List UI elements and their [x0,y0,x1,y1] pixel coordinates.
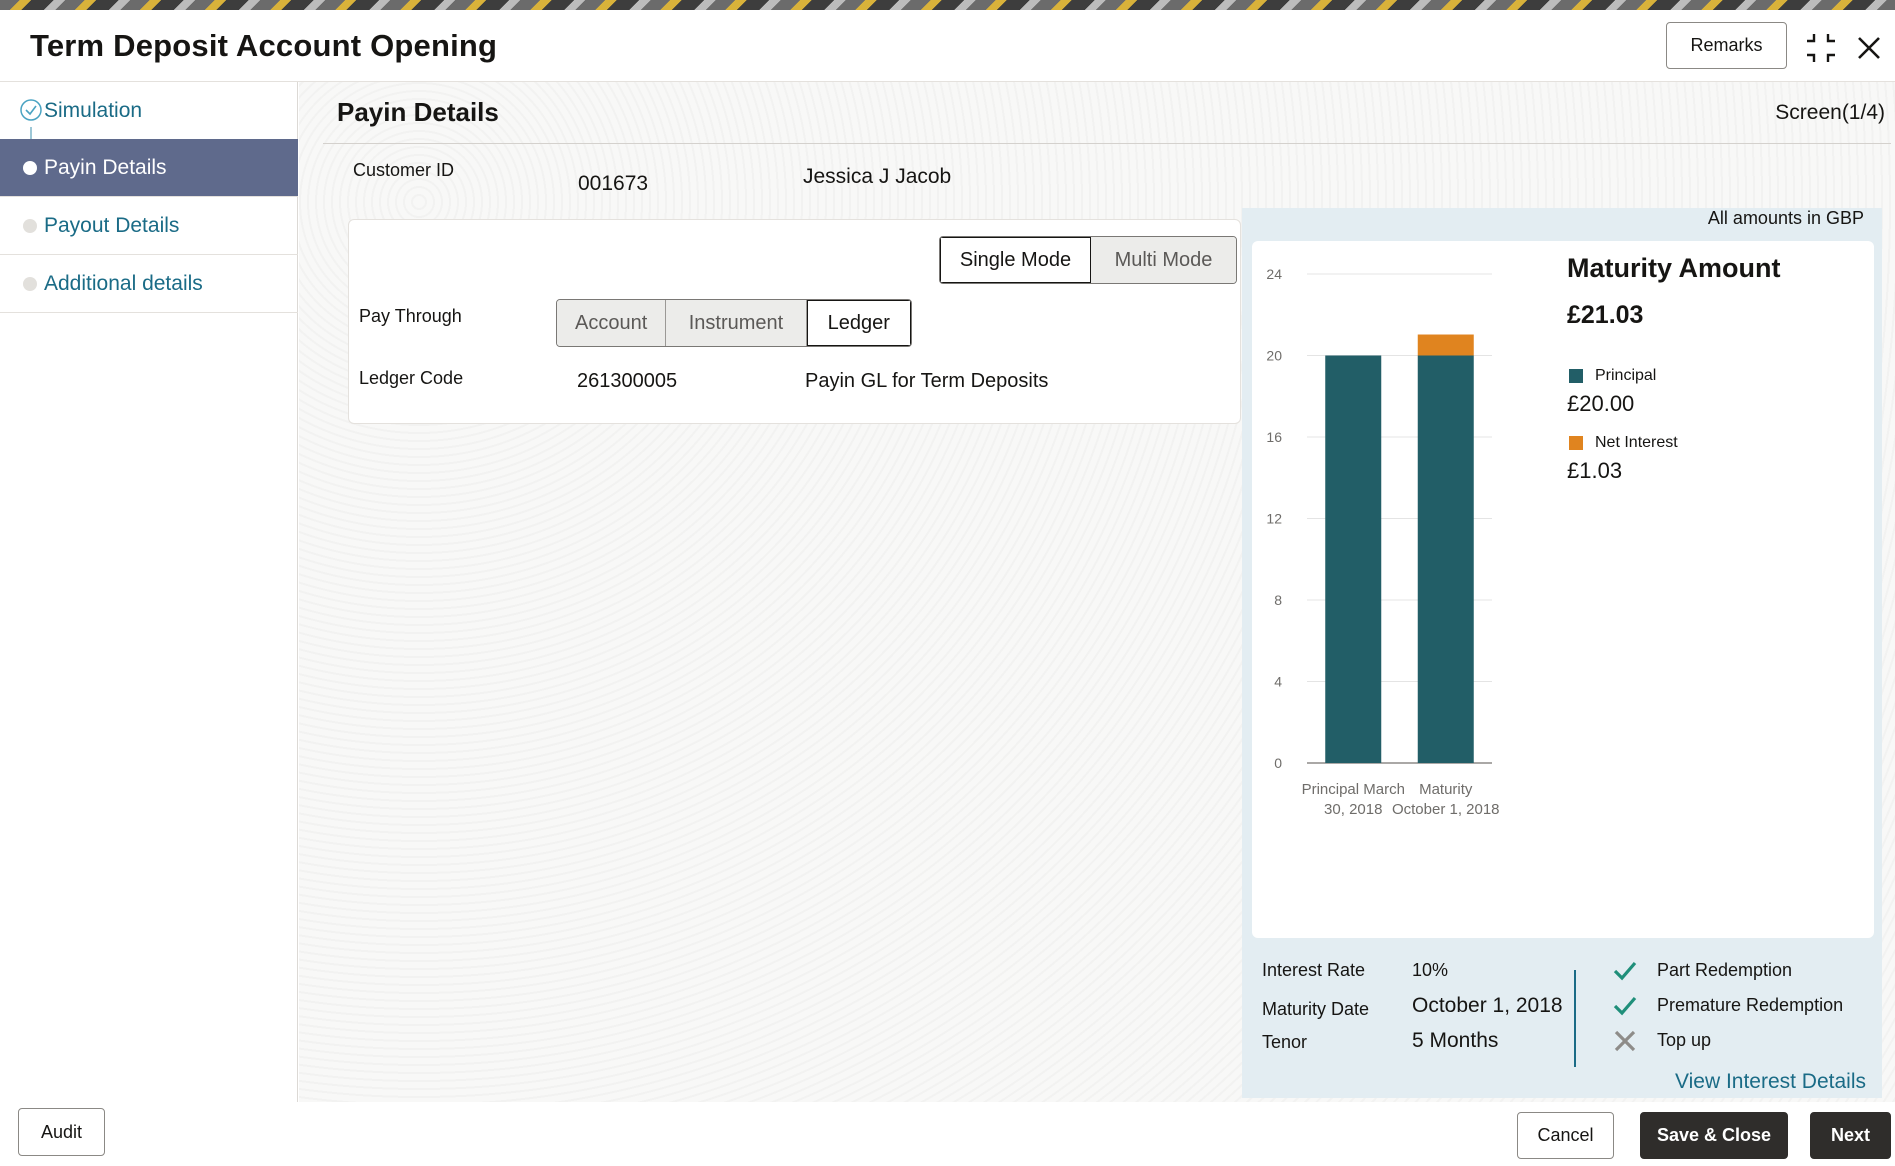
net-interest-value: £1.03 [1567,458,1623,483]
page-title: Term Deposit Account Opening [30,28,498,63]
bar-net-interest [1417,334,1474,356]
ledger-code-value: 261300005 [577,370,678,392]
bar-principal [1417,355,1474,763]
feature-part-redemption: Part Redemption [1657,960,1793,980]
single-mode-button[interactable]: Single Mode [940,237,1091,283]
tenor-value: 5 Months [1412,1029,1499,1052]
sidebar-item-additional-details[interactable]: Additional details [0,255,298,313]
view-interest-details-link[interactable]: View Interest Details [1674,1070,1866,1093]
legend-principal: Principal [1569,367,1656,385]
close-icon[interactable] [1855,34,1883,62]
x-tick-label: 30, 2018 [1324,801,1382,818]
currency-note: All amounts in GBP [1707,208,1864,228]
minimize-icon[interactable] [1805,32,1837,64]
divider [1574,970,1576,1067]
customer-name: Jessica J Jacob [803,165,952,188]
y-tick-label: 12 [1266,511,1282,527]
check-icon [1613,996,1637,1016]
legend-swatch-net-interest [1569,436,1583,450]
ledger-code-label: Ledger Code [359,368,464,388]
instrument-option[interactable]: Instrument [666,300,807,346]
x-tick-label: Maturity [1419,781,1473,798]
bar-principal [1325,355,1382,763]
legend-swatch-principal [1569,369,1583,383]
next-button[interactable]: Next [1810,1112,1891,1159]
sidebar-item-label: Simulation [44,98,143,122]
feature-top-up: Top up [1657,1030,1712,1050]
remarks-button[interactable]: Remarks [1666,22,1787,69]
footer: Audit Cancel Save & Close Next [0,1102,1895,1166]
account-option[interactable]: Account [557,300,667,346]
mode-toggle: Single Mode Multi Mode [939,236,1237,284]
sidebar-item-simulation[interactable]: Simulation [0,82,298,140]
legend-label: Net Interest [1595,434,1678,451]
pay-through-toggle: Account Instrument Ledger [556,299,912,347]
interest-rate-value: 10% [1412,960,1449,980]
interest-rate-label: Interest Rate [1262,960,1366,980]
y-tick-label: 24 [1266,266,1282,282]
cross-icon [1614,1030,1636,1052]
audit-button[interactable]: Audit [18,1108,105,1156]
check-icon [1613,961,1637,981]
step-dot-icon [23,160,37,175]
y-tick-label: 4 [1274,674,1282,690]
step-dot-icon [23,276,37,291]
section-title: Payin Details [337,97,499,127]
tenor-label: Tenor [1262,1032,1308,1052]
principal-value: £20.00 [1567,391,1635,416]
screen-counter: Screen(1/4) [1775,101,1885,124]
ledger-option[interactable]: Ledger [806,300,911,346]
y-tick-label: 0 [1274,755,1282,771]
x-tick-label: Principal March [1302,781,1405,798]
multi-mode-button[interactable]: Multi Mode [1090,237,1236,283]
y-tick-label: 16 [1266,429,1282,445]
legend-label: Principal [1595,367,1657,384]
maturity-title: Maturity Amount [1567,253,1781,283]
top-banner-strip [0,0,1895,10]
y-tick-label: 8 [1274,592,1282,608]
cancel-button[interactable]: Cancel [1517,1112,1614,1159]
step-dot-icon [23,218,37,233]
check-circle-icon [20,99,42,121]
payin-card: Single Mode Multi Mode Pay Through Accou… [348,219,1241,424]
chart-card: 0 4 8 12 16 20 24 Principal March 30, 2018 Maturi… [1252,241,1874,938]
divider [323,143,1891,144]
sidebar-item-payout-details[interactable]: Payout Details [0,197,298,255]
legend-net-interest: Net Interest [1569,434,1678,452]
customer-id-value: 001673 [578,172,649,195]
feature-premature-redemption: Premature Redemption [1657,995,1844,1015]
maturity-date-value: October 1, 2018 [1412,994,1563,1017]
maturity-bar-chart: 0 4 8 12 16 20 24 Principal March 30, 2018 Maturi… [1266,266,1500,818]
save-close-button[interactable]: Save & Close [1640,1112,1788,1159]
sidebar-item-label: Payin Details [44,155,167,179]
sidebar-item-payin-details[interactable]: Payin Details [0,139,298,197]
maturity-amount: £21.03 [1567,301,1644,329]
sidebar-item-label: Payout Details [44,213,180,237]
sidebar: Simulation Payin Details Payout Details … [0,82,298,1102]
ledger-description: Payin GL for Term Deposits [805,370,1049,392]
x-tick-label: October 1, 2018 [1392,801,1500,818]
y-tick-label: 20 [1266,348,1282,364]
customer-id-label: Customer ID [353,160,455,180]
page-header: Term Deposit Account Opening Remarks [0,10,1895,82]
maturity-panel: All amounts in GBP 0 4 8 12 16 20 24 Principal … [1242,208,1882,1098]
pay-through-label: Pay Through [359,306,462,326]
maturity-date-label: Maturity Date [1262,999,1370,1019]
sidebar-item-label: Additional details [44,271,203,295]
